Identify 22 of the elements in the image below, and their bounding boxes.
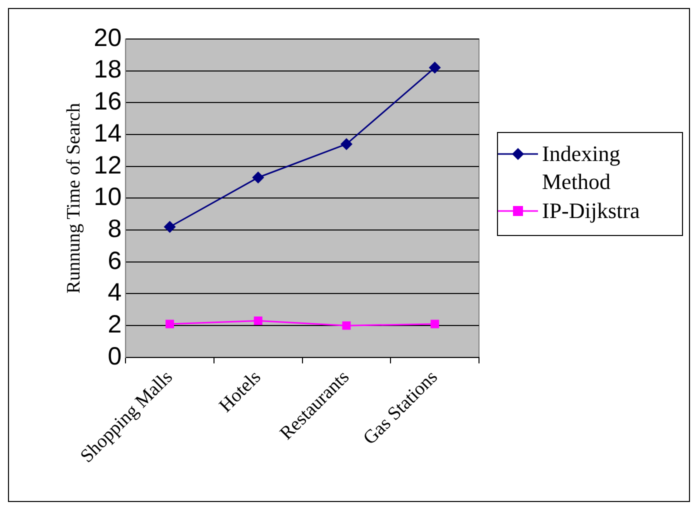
y-tick-label: 4	[108, 278, 122, 307]
point	[342, 321, 351, 330]
y-tick-label: 18	[94, 56, 122, 84]
y-tick-label: 0	[108, 342, 122, 370]
y-tick-label: 8	[108, 214, 122, 243]
legend-label: Indexing Method	[542, 140, 622, 196]
point	[340, 138, 352, 150]
point	[166, 320, 174, 328]
point	[164, 220, 176, 233]
y-axis-title: Runnung Time of Search	[63, 102, 84, 294]
y-tick-label: 14	[94, 119, 122, 148]
y-tick-label: 10	[94, 183, 122, 212]
y-tick-label: 12	[94, 151, 122, 180]
y-tick-label: 6	[108, 246, 122, 275]
point	[252, 172, 264, 184]
point	[430, 320, 440, 328]
legend-label: IP-Dijkstra	[542, 197, 641, 225]
y-tick-label: 16	[94, 88, 122, 116]
y-tick-label: 2	[108, 310, 122, 338]
y-tick-label: 20	[94, 24, 122, 52]
point	[254, 316, 262, 326]
point	[428, 62, 441, 74]
